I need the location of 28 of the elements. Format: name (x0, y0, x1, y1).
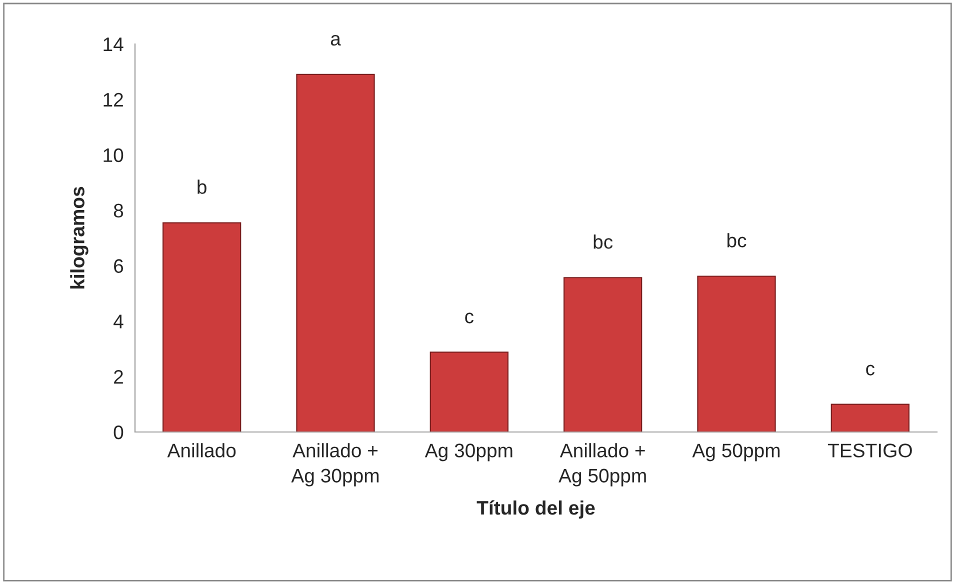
annotation: c (465, 312, 474, 324)
y-tick-label: 12 (104, 92, 123, 106)
x-axis-title: Título del eje (476, 500, 595, 519)
y-axis-title: kilogramos (70, 186, 88, 289)
x-tick-label: Anillado + Ag 50ppm (558, 443, 646, 486)
x-tick-label: TESTIGO (828, 444, 912, 458)
bar (830, 404, 910, 432)
x-tick-label: Ag 50ppm (692, 444, 780, 462)
x-tick-label: Anillado + Ag 30ppm (291, 443, 379, 486)
bar (564, 277, 642, 432)
annotation: c (866, 364, 875, 376)
bar (430, 352, 508, 432)
y-tick-label: 8 (114, 204, 124, 218)
y-tick-label: 6 (114, 259, 124, 273)
annotation: b (198, 180, 206, 194)
annotation: bc (594, 234, 613, 249)
y-tick-label: 10 (104, 148, 124, 162)
y-tick-label: 0 (114, 425, 124, 440)
x-tick-label: Anillado (167, 443, 236, 458)
y-tick-label: 4 (114, 314, 124, 328)
x-tick-label: Ag 30ppm (424, 444, 512, 462)
y-tick-label: 14 (104, 38, 124, 52)
bar (296, 74, 375, 432)
annotation: a (330, 34, 341, 46)
y-tick-label: 2 (114, 370, 123, 384)
bar (697, 276, 776, 432)
bar (162, 222, 242, 432)
annotation: bc (727, 233, 746, 248)
